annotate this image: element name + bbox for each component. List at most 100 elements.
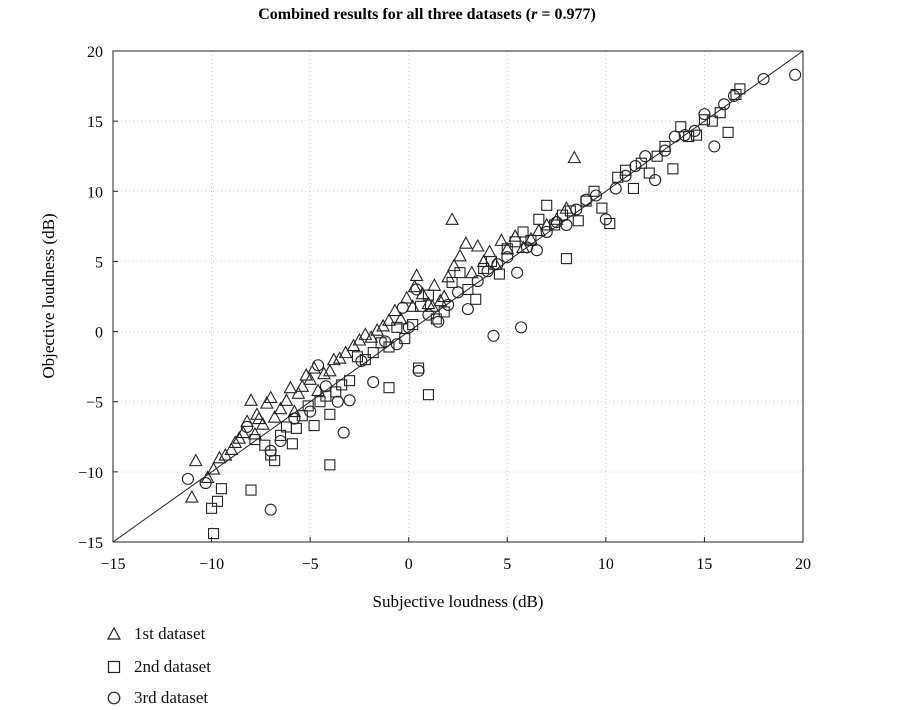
circle-marker <box>412 364 425 377</box>
y-tick-label: −10 <box>78 465 103 482</box>
square-marker <box>549 219 561 231</box>
chart-title: Combined results for all three datasets … <box>258 6 596 23</box>
square-marker <box>211 495 224 507</box>
circle-marker <box>199 477 212 490</box>
triangle-marker <box>494 233 509 246</box>
circle-marker <box>355 354 368 368</box>
legend-item-3rd: 3rd dataset <box>104 686 208 710</box>
triangle-marker <box>445 212 460 225</box>
circle-marker <box>304 405 317 418</box>
circle-marker <box>461 303 474 316</box>
y-tick-label: 0 <box>95 325 103 342</box>
square-marker <box>302 400 314 412</box>
plot-frame <box>112 50 804 543</box>
square-marker <box>643 167 655 179</box>
triangle-marker <box>200 470 215 484</box>
square-marker <box>635 157 647 169</box>
circle-marker <box>343 394 356 407</box>
triangle-marker <box>291 386 306 399</box>
y-tick-label: −15 <box>78 535 103 552</box>
square-marker <box>627 182 640 195</box>
scatter-chart: Combined results for all three datasets … <box>39 6 811 611</box>
square-marker <box>533 213 545 225</box>
triangle-marker <box>464 265 479 279</box>
circle-marker <box>727 89 741 102</box>
triangle-marker <box>303 372 318 385</box>
circle-marker <box>274 434 287 448</box>
square-marker <box>344 375 356 387</box>
triangle-marker <box>188 453 203 467</box>
circle-marker <box>708 140 721 153</box>
circle-marker <box>181 472 194 485</box>
triangle-marker <box>458 236 473 249</box>
circle-marker <box>367 376 380 389</box>
square-marker <box>206 502 218 514</box>
square-marker <box>330 386 342 398</box>
circle-marker <box>688 124 701 138</box>
square-marker <box>336 379 348 391</box>
x-axis-label: Subjective loudness (dB) <box>373 592 544 611</box>
circle-marker <box>589 189 603 202</box>
legend-label-2nd: 2nd dataset <box>134 657 211 676</box>
triangle-marker <box>295 379 310 392</box>
triangle-marker <box>407 279 422 293</box>
circle-marker <box>619 169 632 182</box>
x-tick-label: 10 <box>598 556 614 573</box>
chart-title-value: = 0.977) <box>537 6 595 23</box>
circle-marker <box>570 203 583 216</box>
square-marker <box>541 199 553 211</box>
triangle-marker <box>326 352 341 366</box>
circle-marker <box>678 129 691 142</box>
triangle-marker <box>212 450 227 464</box>
circle-marker <box>649 174 662 187</box>
circle-marker <box>599 213 612 226</box>
circle-marker <box>609 182 622 195</box>
triangle-marker <box>433 293 448 307</box>
circle-marker <box>511 266 524 279</box>
triangle-marker <box>441 269 456 283</box>
circle-marker <box>264 503 277 516</box>
circle-marker <box>639 150 652 163</box>
grid-lines <box>113 51 803 542</box>
triangle-marker <box>224 442 239 455</box>
triangle-marker <box>263 390 278 404</box>
circle-marker <box>658 144 672 157</box>
triangle-marker <box>567 150 582 164</box>
square-marker <box>324 408 336 420</box>
square-marker <box>207 528 220 540</box>
square-marker <box>706 115 718 127</box>
circle-marker <box>668 130 681 143</box>
square-marker <box>485 255 498 267</box>
square-marker <box>383 382 395 394</box>
square-marker <box>525 234 537 246</box>
x-tick-label: −10 <box>199 556 224 573</box>
triangle-marker <box>251 411 266 425</box>
square-marker <box>413 362 425 374</box>
data-markers <box>181 68 802 540</box>
circle-marker <box>629 159 642 173</box>
x-axis-ticks: −15 −10 −5 0 5 10 15 20 <box>100 537 811 573</box>
square-marker <box>564 205 576 217</box>
y-axis-label: Objective loudness (dB) <box>39 213 58 378</box>
chart-title-text: Combined results for all three datasets … <box>258 6 531 23</box>
triangle-marker <box>364 330 379 343</box>
square-marker <box>314 396 326 408</box>
circle-marker <box>241 420 254 434</box>
triangle-icon <box>106 626 122 640</box>
circle-marker <box>337 426 350 439</box>
x-tick-label: 5 <box>503 556 511 573</box>
square-marker <box>454 267 466 279</box>
square-marker <box>308 420 320 432</box>
circle-marker <box>442 298 455 311</box>
circle-marker <box>331 395 344 408</box>
triangle-marker <box>307 360 322 374</box>
triangle-marker <box>184 489 199 503</box>
circle-marker <box>530 244 543 257</box>
triangle-marker <box>267 409 282 423</box>
square-marker <box>612 171 624 183</box>
square-marker <box>620 164 632 176</box>
circle-icon <box>107 691 121 705</box>
triangle-marker <box>559 200 574 214</box>
triangle-marker <box>427 278 442 291</box>
square-marker <box>560 253 572 265</box>
